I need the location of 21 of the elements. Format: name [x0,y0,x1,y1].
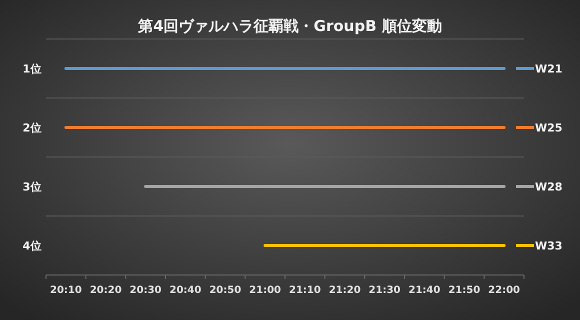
x-tick-label: 21:10 [288,285,321,296]
y-tick-label: 3位 [22,180,42,194]
y-tick-label: 1位 [22,62,42,76]
x-tick-label: 21:20 [328,285,361,296]
legend-label: W33 [535,240,562,252]
x-tick-label: 21:40 [408,285,440,296]
legend-label: W21 [535,62,562,76]
legend-label: W28 [535,180,562,194]
legend-label: W25 [535,122,562,134]
y-tick-label: 4位 [22,240,42,252]
x-tick-label: 20:40 [169,285,202,296]
y-tick-label: 2位 [22,122,42,134]
x-tick-label: 20:20 [90,285,122,296]
x-tick-label: 20:30 [130,285,162,296]
x-tick-label: 20:50 [209,285,242,296]
x-tick-label: 21:30 [368,285,401,296]
chart-title: 第4回ヴァルハラ征覇戦・GroupB 順位変動 [137,17,442,35]
x-tick-label: 22:00 [488,285,520,296]
x-tick-label: 20:10 [50,285,82,296]
x-tick-label: 21:00 [249,285,282,296]
x-tick-label: 21:50 [448,285,480,296]
